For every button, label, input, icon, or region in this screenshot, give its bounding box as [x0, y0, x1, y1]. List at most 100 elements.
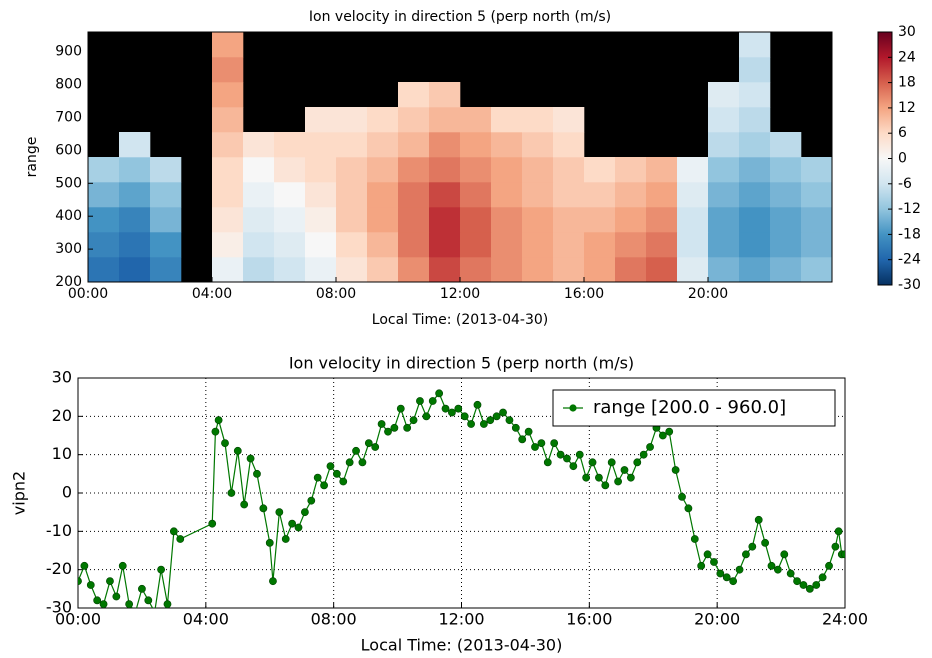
heatmap-cell: [522, 207, 554, 233]
data-point: [780, 550, 789, 559]
data-point: [499, 408, 507, 417]
heatmap-cell: [491, 257, 523, 283]
heatmap-cell: [367, 182, 399, 208]
heatmap-cell: [88, 157, 120, 183]
data-point: [86, 581, 95, 589]
heatmap-cell: [615, 232, 647, 258]
heatmap-cell: [584, 232, 616, 258]
data-point: [364, 439, 373, 448]
colorbar-tick-label: 18: [898, 75, 916, 91]
heatmap-cell: [119, 157, 151, 183]
heatmap-cell: [553, 232, 585, 258]
heatmap-cell: [553, 207, 585, 233]
heatmap-cell: [305, 232, 337, 258]
data-point: [403, 423, 412, 432]
heatmap-cell: [88, 257, 120, 283]
heatmap-cell: [491, 107, 523, 133]
x-tick-label: 16:00: [566, 610, 612, 629]
data-point: [294, 523, 303, 532]
heatmap-cell: [708, 132, 740, 158]
heatmap-cell: [708, 157, 740, 183]
heatmap-cell: [119, 182, 151, 208]
heatmap-cell: [243, 257, 275, 283]
data-point: [435, 389, 444, 398]
heatmap-cell: [553, 257, 585, 283]
data-point: [575, 450, 584, 459]
data-point: [275, 508, 284, 517]
data-point: [138, 584, 146, 593]
y-tick-label: 30: [52, 368, 72, 387]
heatmap-cell: [801, 207, 833, 233]
heatmap-cell: [460, 232, 492, 258]
colorbar-tick-label: -12: [898, 201, 921, 217]
data-point: [281, 535, 290, 543]
colorbar-tick-label: 30: [898, 24, 916, 40]
data-point: [467, 420, 475, 428]
data-point: [742, 550, 750, 559]
data-point: [99, 600, 108, 608]
heatmap-cell: [491, 207, 523, 233]
heatmap-cell: [398, 232, 430, 258]
data-point: [754, 515, 763, 524]
data-point: [588, 458, 597, 467]
heatmap-cell: [708, 207, 740, 233]
x-tick-label: 12:00: [438, 610, 484, 629]
heatmap-cell: [429, 182, 461, 208]
data-point: [307, 496, 316, 505]
heatmap-cell: [584, 207, 616, 233]
data-point: [176, 535, 185, 543]
data-point: [834, 527, 843, 536]
data-point: [301, 508, 309, 517]
heatmap-cell: [646, 257, 678, 283]
heatmap-cell: [305, 182, 337, 208]
data-point: [492, 412, 501, 421]
heatmap-cell: [615, 207, 647, 233]
heatmap-cell: [770, 132, 802, 158]
data-point: [153, 607, 156, 608]
heatmap-cell: [212, 32, 244, 58]
data-point: [690, 535, 699, 543]
x-tick-label: 24:00: [822, 610, 868, 629]
heatmap-cell: [491, 157, 523, 183]
heatmap-cell: [739, 107, 771, 133]
data-point: [556, 450, 565, 459]
data-point: [678, 492, 686, 501]
data-point: [358, 458, 367, 467]
colorbar-tick-label: 6: [898, 125, 907, 141]
data-point: [767, 561, 776, 570]
data-point: [531, 443, 539, 451]
data-point: [80, 561, 89, 570]
data-point: [748, 542, 757, 551]
data-point: [505, 416, 514, 425]
colorbar-tick-label: -30: [898, 277, 921, 293]
heatmap-cell: [739, 132, 771, 158]
heatmap-cell: [429, 232, 461, 258]
heatmap-cell: [770, 182, 802, 208]
data-point: [537, 439, 546, 448]
data-point: [729, 577, 738, 586]
data-point: [646, 443, 654, 451]
data-point: [658, 431, 667, 440]
data-point: [722, 573, 731, 582]
y-tick-label: 0: [62, 483, 72, 502]
heatmap-cell: [739, 157, 771, 183]
legend-label: range [200.0 - 960.0]: [593, 397, 786, 418]
heatmap-cell: [243, 132, 275, 158]
heatmap-cell: [460, 207, 492, 233]
heatmap-cell: [522, 257, 554, 283]
x-tick-label: 00:00: [55, 610, 101, 629]
heatmap-cell: [274, 232, 306, 258]
plot-frame: [77, 377, 846, 609]
heatmap-cell: [212, 57, 244, 83]
heatmap-cell: [119, 257, 151, 283]
y-tick-label: 20: [52, 406, 72, 425]
heatmap-cell: [739, 182, 771, 208]
data-point: [422, 412, 431, 421]
x-tick-label: 08:00: [311, 610, 357, 629]
heatmap-cell: [770, 257, 802, 283]
data-point: [671, 466, 680, 474]
heatmap-cell: [336, 232, 368, 258]
heatmap-cell: [212, 82, 244, 108]
data-point: [169, 527, 178, 536]
